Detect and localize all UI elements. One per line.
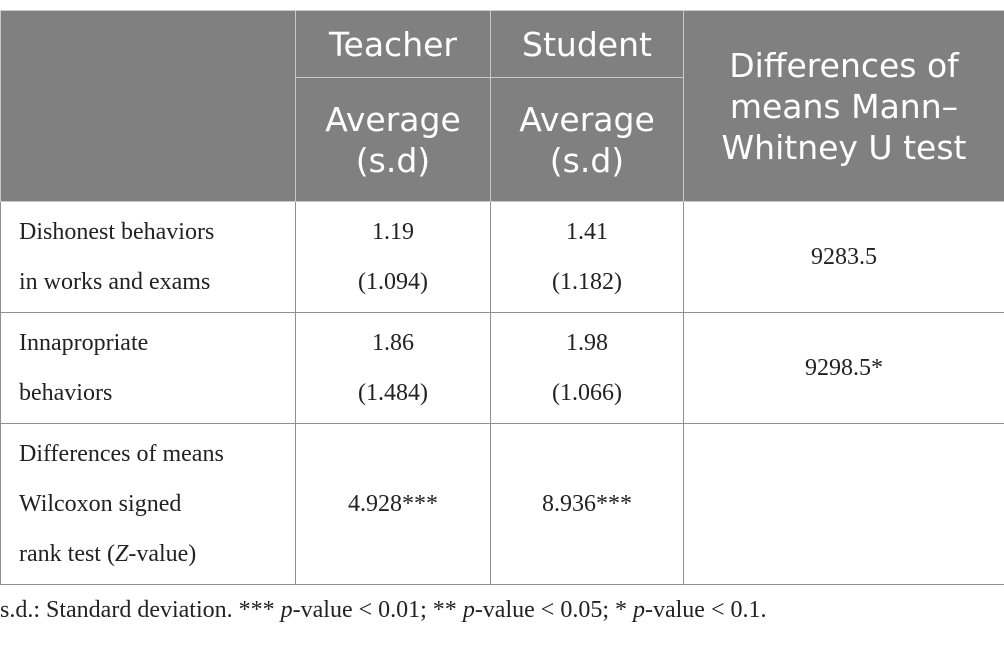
z-symbol: Z (114, 541, 129, 567)
header-teacher-average: Average (s.d) (295, 77, 491, 202)
teacher-sd: (1.484) (358, 380, 428, 406)
mann-whitney-value: 9283.5 (683, 201, 1004, 313)
p-symbol: p (632, 597, 645, 623)
row-label-line: Differences of means (19, 441, 224, 467)
p-symbol: p (280, 597, 293, 623)
teacher-cell: 1.86 (1.484) (295, 312, 491, 424)
wilcoxon-student-value: 8.936*** (490, 423, 684, 585)
results-table: Teacher Student Differences of means Man… (0, 10, 1004, 585)
row-label: Innapropriate behaviors (0, 312, 296, 424)
table-row: Dishonest behaviors in works and exams 1… (0, 201, 1004, 313)
teacher-average: 1.86 (372, 330, 414, 356)
teacher-sd: (1.094) (358, 269, 428, 295)
student-average: 1.98 (566, 330, 608, 356)
student-cell: 1.98 (1.066) (490, 312, 684, 424)
teacher-cell: 1.19 (1.094) (295, 201, 491, 313)
row-label: Dishonest behaviors in works and exams (0, 201, 296, 313)
student-cell: 1.41 (1.182) (490, 201, 684, 313)
header-student-average: Average (s.d) (490, 77, 684, 202)
footnote-text: -value < 0.1. (644, 597, 767, 623)
header-corner (0, 10, 296, 202)
empty-cell (683, 423, 1004, 585)
header-mann-whitney: Differences of means Mann–Whitney U test (683, 10, 1004, 202)
student-sd: (1.182) (552, 269, 622, 295)
row-label-text: -value) (128, 541, 197, 567)
table-footnote: s.d.: Standard deviation. *** p-value < … (0, 597, 766, 624)
row-label-line: Dishonest behaviors (19, 219, 215, 245)
footnote-text: s.d.: Standard deviation. *** (0, 597, 281, 623)
student-average: 1.41 (566, 219, 608, 245)
teacher-average: 1.19 (372, 219, 414, 245)
row-label-line: Wilcoxon signed (19, 491, 182, 517)
wilcoxon-teacher-value: 4.928*** (295, 423, 491, 585)
student-sd: (1.066) (552, 380, 622, 406)
footnote-text: -value < 0.05; * (474, 597, 633, 623)
row-label-line: in works and exams (19, 269, 211, 295)
table-row: Innapropriate behaviors 1.86 (1.484) 1.9… (0, 312, 1004, 424)
row-label-line: Innapropriate (19, 330, 149, 356)
row-label-line: rank test (Z-value) (19, 529, 277, 579)
row-label-line: behaviors (19, 380, 113, 406)
row-label-text: rank test ( (19, 541, 115, 567)
mann-whitney-value: 9298.5* (683, 312, 1004, 424)
table-row: Differences of means Wilcoxon signed ran… (0, 423, 1004, 585)
header-student: Student (490, 10, 684, 78)
header-teacher: Teacher (295, 10, 491, 78)
p-symbol: p (462, 597, 475, 623)
footnote-text: -value < 0.01; ** (292, 597, 463, 623)
row-label: Differences of means Wilcoxon signed ran… (0, 423, 296, 585)
